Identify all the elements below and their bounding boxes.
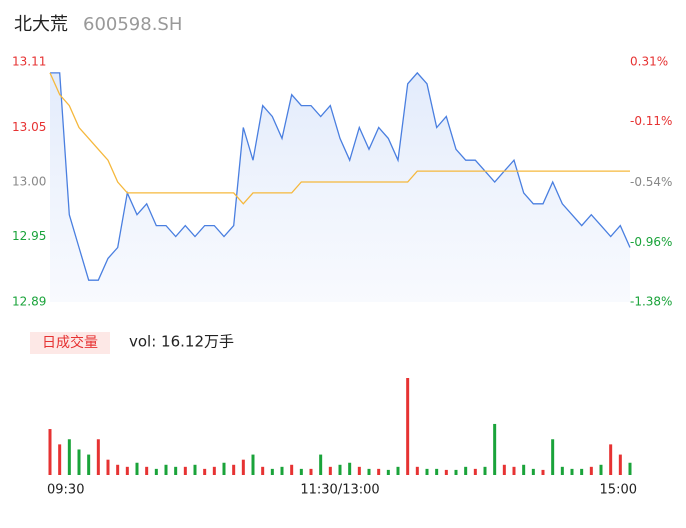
volume-bar xyxy=(135,462,139,475)
volume-bar xyxy=(338,464,342,475)
volume-bar xyxy=(212,466,216,475)
subtitle: 600598.SH xyxy=(83,14,182,35)
volume-bar xyxy=(512,466,516,475)
y-tick-label: 12.95 xyxy=(12,229,46,243)
title: 北大荒 xyxy=(14,14,68,35)
volume-bar xyxy=(406,378,410,475)
volume-bar xyxy=(454,469,458,475)
volume-bar xyxy=(145,466,149,475)
volume-bar xyxy=(328,466,332,475)
average-line xyxy=(49,72,630,205)
y2-tick-label: 0.31% xyxy=(630,55,668,69)
volume-bar xyxy=(348,462,352,475)
volume-bar xyxy=(502,464,506,475)
volume-bar xyxy=(396,466,400,475)
x-tick-label: 09:30 xyxy=(47,483,84,498)
volume-bar xyxy=(483,466,487,475)
y2-tick-label: -0.96% xyxy=(630,235,672,249)
volume-bar xyxy=(580,468,584,475)
volume-bar xyxy=(280,466,284,475)
volume-bar xyxy=(415,466,419,475)
volume-bar xyxy=(473,468,477,475)
volume-bar xyxy=(464,466,468,475)
volume-bar xyxy=(541,469,545,475)
volume-bar xyxy=(522,464,526,475)
volume-bar xyxy=(570,468,574,475)
volume-bar xyxy=(560,466,564,475)
volume-bar xyxy=(357,466,361,475)
volume-bar xyxy=(77,449,81,475)
x-tick-label: 15:00 xyxy=(600,483,637,498)
volume-total: vol: 16.12万手 xyxy=(129,333,234,351)
volume-bar xyxy=(290,464,294,475)
volume-bar xyxy=(241,459,245,475)
volume-bar xyxy=(232,464,236,475)
volume-bar xyxy=(96,439,100,475)
volume-bar xyxy=(589,466,593,475)
volume-bar xyxy=(551,439,555,475)
volume-bar xyxy=(386,469,390,475)
volume-bar xyxy=(222,462,226,475)
volume-bar xyxy=(377,468,381,475)
volume-bar xyxy=(425,468,429,475)
volume-bar xyxy=(154,468,158,475)
volume-bar xyxy=(367,468,371,475)
y-tick-label: 12.89 xyxy=(12,295,46,309)
volume-bar xyxy=(183,466,187,475)
volume-bar xyxy=(58,444,62,475)
y2-tick-label: -0.11% xyxy=(630,114,672,128)
volume-bar xyxy=(87,454,91,475)
volume-bar xyxy=(164,464,168,475)
volume-bar xyxy=(48,429,52,475)
y-tick-label: 13.05 xyxy=(12,120,46,134)
volume-bar xyxy=(270,468,274,475)
y-tick-label: 13.00 xyxy=(12,175,46,189)
volume-bar xyxy=(174,466,178,475)
volume-bar xyxy=(309,468,313,475)
volume-bar xyxy=(299,468,303,475)
y2-tick-label: -1.38% xyxy=(630,295,672,309)
volume-bar xyxy=(116,464,120,475)
volume-bar xyxy=(531,468,535,475)
volume-bar xyxy=(628,462,632,475)
volume-bar xyxy=(599,464,603,475)
volume-bar xyxy=(493,423,497,475)
volume-bar xyxy=(435,468,439,475)
x-tick-label: 11:30/13:00 xyxy=(300,483,379,498)
volume-label: 日成交量 xyxy=(42,334,98,351)
price-line xyxy=(50,71,631,281)
volume-label-bg xyxy=(30,332,110,354)
volume-bar xyxy=(261,466,265,475)
volume-bar xyxy=(251,454,255,475)
volume-bar xyxy=(193,464,197,475)
volume-bar xyxy=(444,469,448,475)
volume-bar xyxy=(203,468,207,475)
volume-bar xyxy=(618,454,622,475)
volume-bar xyxy=(609,444,613,475)
volume-bar xyxy=(67,439,71,475)
volume-bar xyxy=(319,454,323,475)
volume-bar xyxy=(106,459,110,475)
y-tick-label: 13.11 xyxy=(12,55,46,69)
price-area xyxy=(50,72,630,303)
y2-tick-label: -0.54% xyxy=(630,175,672,189)
volume-bar xyxy=(125,466,129,475)
